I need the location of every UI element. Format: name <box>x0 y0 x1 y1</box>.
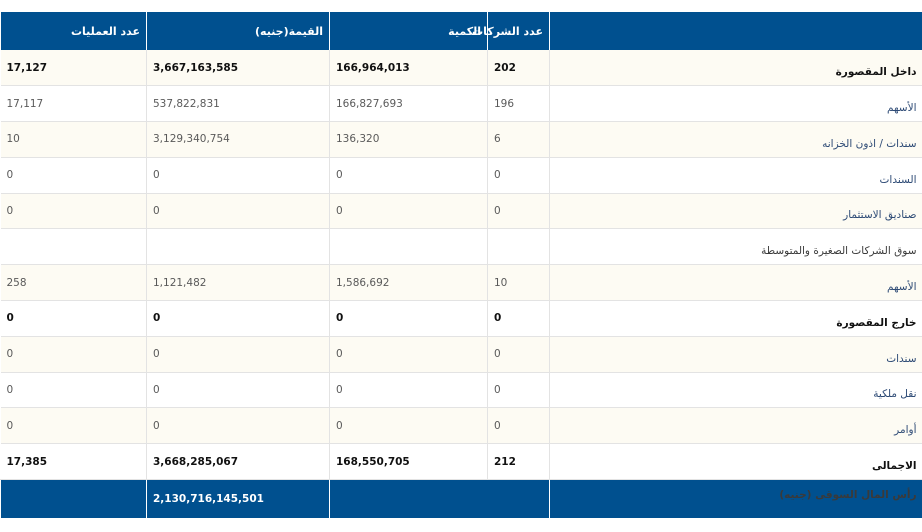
cell-companies: 196 <box>487 85 550 123</box>
cell-companies: 0 <box>487 407 550 445</box>
cell-companies: 0 <box>487 300 550 337</box>
market-summary-table: عدد الشركات الكمية القيمة(جنيه) عدد العم… <box>0 12 922 518</box>
cell-quantity <box>329 228 488 266</box>
row-label: صناديق الاستثمار <box>549 193 922 230</box>
table-row: صناديق الاستثمار 0 0 0 0 <box>0 193 922 230</box>
cell-quantity: 0 <box>329 157 488 194</box>
cell-companies: 0 <box>487 372 550 409</box>
table-row: نقل ملكية 0 0 0 0 <box>0 372 922 409</box>
market-cap-value: 2,130,716,145,501 <box>146 479 330 518</box>
cell-companies <box>487 228 550 266</box>
row-label: خارج المقصورة <box>549 300 922 337</box>
row-label: الاجمالى <box>549 443 922 481</box>
header-quantity: الكمية <box>329 12 488 50</box>
cell-value: 537,822,831 <box>146 85 330 123</box>
header-companies: عدد الشركات <box>472 12 550 50</box>
cell-value: 0 <box>146 193 330 230</box>
cell-companies: 6 <box>487 121 550 158</box>
table-row: خارج المقصورة 0 0 0 0 <box>0 300 922 337</box>
cell-companies: 212 <box>487 443 550 481</box>
cell-quantity: 0 <box>329 336 488 373</box>
market-cap-empty <box>0 479 147 518</box>
header-operations: عدد العمليات <box>71 24 140 38</box>
cell-operations: 0 <box>0 193 147 230</box>
row-label: داخل المقصورة <box>549 50 922 87</box>
cell-companies: 10 <box>487 264 550 302</box>
cell-operations: 0 <box>0 407 147 445</box>
cell-operations: 17,127 <box>0 50 147 87</box>
cell-value <box>146 228 330 266</box>
cell-quantity: 166,964,013 <box>329 50 488 87</box>
table-row: السندات 0 0 0 0 <box>0 157 922 194</box>
cell-companies: 202 <box>487 50 550 87</box>
cell-operations: 0 <box>0 157 147 194</box>
header-value: القيمة(جنيه) <box>146 12 330 50</box>
cell-operations: 10 <box>0 121 147 158</box>
table-row: الأسهم 10 1,586,692 1,121,482 258 <box>0 264 922 302</box>
row-label: الأسهم <box>549 264 922 302</box>
table-header-row: عدد الشركات الكمية القيمة(جنيه) عدد العم… <box>0 12 922 50</box>
market-cap-label: رأس المال السوقى (جنيه) <box>549 479 922 518</box>
cell-value: 0 <box>146 407 330 445</box>
cell-value: 3,668,285,067 <box>146 443 330 481</box>
cell-operations: 17,117 <box>0 85 147 123</box>
cell-operations: 0 <box>0 336 147 373</box>
cell-value: 0 <box>146 300 330 337</box>
row-label: سندات / اذون الخزانه <box>549 121 922 158</box>
cell-quantity: 0 <box>329 193 488 230</box>
cell-value: 0 <box>146 336 330 373</box>
row-label: سوق الشركات الصغيرة والمتوسطة <box>549 228 922 266</box>
cell-value: 1,121,482 <box>146 264 330 302</box>
cell-companies: 0 <box>487 193 550 230</box>
cell-quantity: 1,586,692 <box>329 264 488 302</box>
cell-quantity: 0 <box>329 372 488 409</box>
table-row: سندات / اذون الخزانه 6 136,320 3,129,340,75… <box>0 121 922 158</box>
row-label: سندات <box>549 336 922 373</box>
row-label: الأسهم <box>549 85 922 123</box>
cell-companies: 0 <box>487 336 550 373</box>
cell-value: 0 <box>146 372 330 409</box>
cell-companies: 0 <box>487 157 550 194</box>
cell-operations <box>0 228 147 266</box>
row-label: السندات <box>549 157 922 194</box>
table-row: الاجمالى 212 168,550,705 3,668,285,067 17,38… <box>0 443 922 481</box>
cell-quantity: 166,827,693 <box>329 85 488 123</box>
cell-quantity: 136,320 <box>329 121 488 158</box>
cell-operations: 258 <box>0 264 147 302</box>
row-label: أوامر <box>549 407 922 445</box>
market-cap-spacer <box>329 479 550 518</box>
cell-operations: 17,385 <box>0 443 147 481</box>
row-label: نقل ملكية <box>549 372 922 409</box>
table-row: سوق الشركات الصغيرة والمتوسطة <box>0 228 922 266</box>
table-row: الأسهم 196 166,827,693 537,822,831 17,117 <box>0 85 922 123</box>
cell-value: 3,667,163,585 <box>146 50 330 87</box>
cell-quantity: 0 <box>329 407 488 445</box>
table-row: سندات 0 0 0 0 <box>0 336 922 373</box>
cell-quantity: 0 <box>329 300 488 337</box>
table-row: داخل المقصورة 202 166,964,013 3,667,163,585… <box>0 50 922 87</box>
market-cap-row: رأس المال السوقى (جنيه) 2,130,716,145,50… <box>0 479 922 518</box>
cell-operations: 0 <box>0 300 147 337</box>
header-label <box>549 12 922 50</box>
cell-quantity: 168,550,705 <box>329 443 488 481</box>
cell-value: 0 <box>146 157 330 194</box>
cell-value: 3,129,340,754 <box>146 121 330 158</box>
cell-operations: 0 <box>0 372 147 409</box>
table-row: أوامر 0 0 0 0 <box>0 407 922 445</box>
